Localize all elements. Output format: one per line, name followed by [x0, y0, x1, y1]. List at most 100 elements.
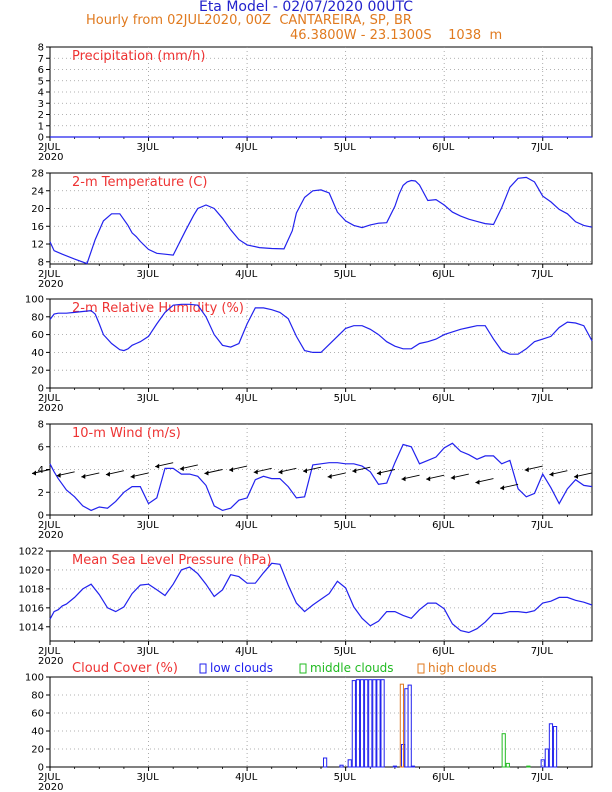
y-tick-label: 0: [38, 384, 44, 395]
wind-arrowhead: [155, 463, 160, 469]
panel-5: 0 20 40 60 80 100 2JUL 3JUL 4JUL 5JUL 6JUL 7JUL 2020…: [25, 661, 593, 792]
panel-title: Precipitation (mm/h): [72, 49, 205, 64]
x-tick-label: 6JUL: [432, 269, 455, 280]
y-tick-label: 60: [31, 709, 44, 720]
x-year-label: 2020: [38, 279, 63, 290]
y-tick-label: 80: [31, 312, 44, 323]
cloud-bar: [359, 679, 365, 768]
wind-arrowhead: [229, 467, 234, 473]
x-tick-label: 7JUL: [531, 269, 554, 280]
cloud-bar: [505, 762, 510, 768]
y-tick-label: 2: [38, 488, 44, 499]
y-tick-label: 1022: [19, 547, 44, 558]
wind-arrowhead: [179, 465, 184, 471]
bars-middle-clouds: [501, 733, 531, 768]
y-tick-label: 6: [38, 65, 44, 76]
bars-low-clouds: [323, 679, 558, 768]
x-tick-label: 3JUL: [137, 520, 160, 531]
x-tick-label: 2JUL: [38, 646, 61, 657]
y-tick-label: 0: [38, 133, 44, 144]
cloud-bar: [501, 733, 506, 768]
y-tick-label: 8: [38, 257, 44, 268]
y-tick-label: 1016: [19, 603, 44, 614]
series-line-temperature: [49, 176, 593, 265]
chart-subtitle: Hourly from 02JUL2020, 00Z CANTAREIRA, S…: [86, 13, 412, 28]
x-tick-label: 7JUL: [531, 393, 554, 404]
wind-arrowhead: [376, 470, 381, 476]
y-tick-label: 100: [25, 295, 44, 306]
cloud-bar: [407, 684, 412, 768]
y-tick-label: 4: [38, 88, 44, 99]
panel-title: 2-m Relative Humidity (%): [72, 301, 244, 316]
y-tick-label: 0: [38, 511, 44, 522]
y-tick-label: 0: [38, 763, 44, 774]
x-tick-label: 2JUL: [38, 142, 61, 153]
cloud-bar: [364, 679, 369, 768]
wind-arrowhead: [303, 468, 307, 474]
legend-label: middle clouds: [310, 661, 394, 675]
cloud-bar: [368, 679, 373, 768]
cloud-bar: [399, 683, 404, 768]
cloud-bar: [552, 726, 558, 768]
x-tick-label: 5JUL: [334, 520, 357, 531]
series-line-relative_humidity: [49, 303, 593, 355]
cloud-bar: [548, 723, 554, 768]
y-tick-label: 8: [38, 43, 44, 54]
x-tick-label: 5JUL: [334, 393, 357, 404]
x-tick-label: 3JUL: [137, 142, 160, 153]
panel-1: 8 12 16 20 24 28 2JUL 3JUL 4JUL 5JUL 6JUL 7JUL 2020 2…: [31, 169, 593, 290]
x-tick-label: 5JUL: [334, 142, 357, 153]
y-tick-label: 1018: [19, 584, 44, 595]
x-tick-label: 7JUL: [531, 520, 554, 531]
x-tick-label: 6JUL: [432, 646, 455, 657]
wind-arrowhead: [253, 469, 258, 475]
x-tick-label: 7JUL: [531, 772, 554, 783]
x-tick-label: 5JUL: [334, 646, 357, 657]
x-tick-label: 4JUL: [235, 142, 258, 153]
cloud-bar: [404, 688, 409, 768]
wind-arrowhead: [524, 467, 529, 473]
x-tick-label: 2JUL: [38, 520, 61, 531]
legend-swatch: [417, 663, 425, 674]
wind-barbs: [31, 462, 593, 491]
x-tick-label: 3JUL: [137, 646, 160, 657]
x-tick-label: 4JUL: [235, 393, 258, 404]
y-tick-label: 7: [38, 54, 44, 65]
x-tick-label: 4JUL: [235, 772, 258, 783]
panel-title: Cloud Cover (%): [72, 661, 178, 676]
x-tick-label: 7JUL: [531, 646, 554, 657]
y-tick-label: 1: [38, 121, 44, 132]
x-tick-label: 5JUL: [334, 269, 357, 280]
cloud-bar: [355, 679, 361, 768]
legend-swatch: [199, 663, 207, 674]
cloud-bar: [544, 748, 549, 768]
cloud-bar: [392, 765, 398, 768]
x-tick-label: 3JUL: [137, 269, 160, 280]
x-tick-label: 2JUL: [38, 393, 61, 404]
cloud-bar: [526, 765, 531, 768]
cloud-bar: [410, 765, 416, 768]
wind-arrowhead: [81, 473, 86, 479]
series-line-mslp: [49, 562, 593, 634]
legend-label: low clouds: [210, 661, 273, 675]
cloud-bar: [351, 680, 356, 768]
x-tick-label: 4JUL: [235, 646, 258, 657]
cloud-bar: [339, 764, 344, 768]
wind-arrowhead: [352, 468, 357, 474]
y-tick-label: 5: [38, 76, 44, 87]
x-tick-label: 2JUL: [38, 772, 61, 783]
wind-arrowhead: [450, 475, 455, 481]
wind-arrowhead: [500, 485, 505, 491]
panel-3: 0 2 4 6 8 2JUL 3JUL 4JUL 5JUL 6JUL 7JUL 2020 10-m Wi…: [31, 420, 593, 541]
x-tick-label: 6JUL: [432, 520, 455, 531]
wind-arrowhead: [105, 471, 110, 477]
plot-frame: [49, 676, 593, 768]
y-tick-label: 4: [38, 465, 44, 476]
y-tick-label: 40: [31, 348, 44, 359]
cloud-bar: [323, 757, 328, 768]
wind-arrowhead: [574, 473, 578, 479]
y-tick-label: 8: [38, 420, 44, 431]
x-year-label: 2020: [38, 152, 63, 163]
